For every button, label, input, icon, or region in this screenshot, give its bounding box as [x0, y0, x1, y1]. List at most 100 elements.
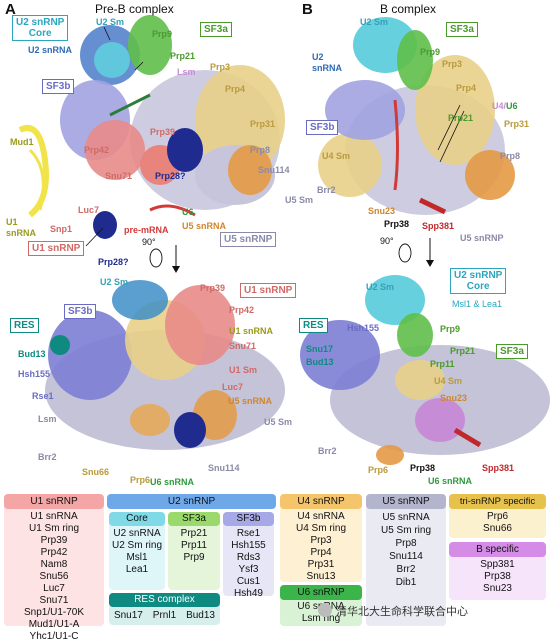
res-label-b: RES: [299, 318, 328, 333]
prp28-label-a-top: Prp28?: [155, 171, 186, 181]
rotation-arrow-a: [149, 245, 180, 273]
legend-u1-title: U1 snRNP: [4, 494, 104, 509]
pre-mrna-label-a: pre-mRNA: [124, 225, 169, 235]
prp21-label-b2: Prp21: [450, 346, 476, 356]
legend-tri-snrnp-list: Prp6 Snu66: [449, 511, 546, 535]
spp381-label-b: Spp381: [422, 221, 455, 231]
u2-sm-label-b: U2 Sm: [360, 17, 389, 27]
prp31-label-a: Prp31: [250, 119, 276, 129]
legend-item: Hsh155: [231, 540, 266, 551]
legend-item: Prp31: [307, 559, 335, 570]
legend-u2-sf3b-list: Rse1 Hsh155 Rds3 Ysf3 Cus1 Hsh49: [223, 528, 274, 600]
u2-snrnp-core-label-a: U2 snRNP Core: [12, 15, 69, 41]
legend-item: Prp21: [180, 528, 208, 539]
legend-item: Mud1/U1-A: [28, 619, 80, 630]
u1-snrna-label-a2: U1 snRNA: [229, 326, 274, 336]
legend-item: Dib1: [395, 577, 417, 588]
pre-b-complex-top-structure: [18, 15, 285, 239]
snu71-label-a2: Snu71: [229, 341, 257, 351]
legend-item: U2 snRNA: [113, 528, 161, 539]
u6-snrna-label-a: U6 snRNA: [150, 477, 195, 487]
legend-item: Snu17: [113, 610, 143, 621]
legend-item: Snu56: [39, 571, 69, 582]
snu114-label-a: Snu114: [258, 165, 290, 175]
lsm-label-a2: Lsm: [38, 414, 57, 424]
legend-u4-title: U4 snRNP: [280, 494, 362, 509]
legend-item: U1 Sm ring: [28, 523, 79, 534]
pointer-lines: [85, 26, 465, 247]
legend-tri-snrnp-title: tri-snRNP specific: [449, 494, 546, 509]
u2-sm-label-b2: U2 Sm: [366, 282, 395, 292]
prp31-label-b: Prp31: [504, 119, 530, 129]
sf3b-label-b: SF3b: [306, 120, 339, 135]
legend-item: Msl1: [126, 552, 148, 563]
u5-snrnp-label-a: U5 snRNP: [220, 232, 277, 247]
legend-item: Snu71: [39, 595, 69, 606]
prp6-label-b: Prp6: [368, 465, 389, 475]
sf3a-label-a: SF3a: [200, 22, 232, 37]
prp9-label-a: Prp9: [152, 29, 173, 39]
bud13-label-b: Bud13: [306, 357, 334, 367]
legend-item: Snu114: [389, 551, 423, 562]
bud13-label-a: Bud13: [18, 349, 46, 359]
panel-a-title: Pre-B complex: [95, 2, 174, 16]
legend-item: Prp6: [486, 511, 509, 522]
legend-item: Bud13: [186, 610, 215, 621]
legend-b-specific-title: B specific: [449, 542, 546, 557]
b-complex-bottom-structure: [300, 275, 550, 465]
legend-item: U5 Sm ring: [380, 525, 431, 536]
legend-item: Prp8: [395, 538, 417, 549]
rotation-label-a: 90°: [142, 237, 156, 247]
structure-artwork: [18, 15, 550, 465]
legend-item: Lea1: [125, 564, 149, 575]
brr2-label-b2: Brr2: [318, 446, 337, 456]
res-label-a: RES: [10, 318, 39, 333]
u2-sm-label-a2: U2 Sm: [100, 277, 129, 287]
legend-item: Snu23: [483, 583, 512, 594]
u5-sm-label-a2: U5 Sm: [264, 417, 293, 427]
panel-a-letter: A: [5, 1, 16, 18]
legend-item: Hsh49: [234, 588, 263, 599]
prp28-label-a-bottom: Prp28?: [98, 257, 129, 267]
panel-b-letter: B: [302, 1, 313, 18]
legend-item: Snu13: [306, 571, 336, 582]
prp8-label-a: Prp8: [250, 145, 271, 155]
u2-snrnp-core-label-b: U2 snRNP Core: [450, 268, 507, 294]
legend-item: Spp381: [480, 559, 515, 570]
u4-sm-label-b2: U4 Sm: [434, 376, 463, 386]
legend-item: Rds3: [236, 552, 261, 563]
legend-u5-list: U5 snRNA U5 Sm ring Prp8 Snu114 Brr2 Dib…: [366, 511, 446, 589]
prp3-label-a: Prp3: [210, 62, 231, 72]
luc7-label-a: Luc7: [78, 205, 100, 215]
legend-u2-title: U2 snRNP: [107, 494, 276, 509]
prp9-label-b2: Prp9: [440, 324, 461, 334]
legend-item: Prnl1: [152, 610, 177, 621]
u2-sm-label-a: U2 Sm: [96, 17, 125, 27]
legend-u2-sf3a-list: Prp21 Prp11 Prp9: [168, 528, 220, 564]
u4-sm-label-b: U4 Sm: [322, 151, 351, 161]
hsh155-label-a: Hsh155: [18, 369, 51, 379]
prp39-label-a: Prp39: [150, 127, 176, 137]
prp8-label-b: Prp8: [500, 151, 521, 161]
watermark-text: 清华北大生命科学联合中心: [336, 606, 468, 618]
prp21-label-a: Prp21: [170, 51, 196, 61]
legend-item: Prp42: [40, 547, 68, 558]
legend-u2-sf3b-box: [223, 512, 274, 596]
mud1-label-a: Mud1: [10, 137, 34, 147]
legend-item: Prp9: [183, 552, 205, 563]
pre-b-complex-bottom-structure: [45, 280, 285, 450]
legend-u2-res-title: RES complex: [109, 593, 220, 607]
legend-u6-title: U6 snRNP: [280, 585, 362, 600]
sf3b-label-a: SF3b: [42, 79, 75, 94]
u4u6-label-b: U4/U6: [492, 101, 518, 111]
legend-u5-box: [366, 494, 446, 626]
snu114-label-a2: Snu114: [208, 463, 240, 473]
u1-snrnp-label-a: U1 snRNP: [28, 241, 85, 256]
legend-item: Prp11: [181, 540, 207, 551]
sf3a-label-b2: SF3a: [496, 344, 528, 359]
prp9-label-b: Prp9: [420, 47, 441, 57]
legend-item: U1 snRNA: [30, 511, 78, 522]
rotation-label-b: 90°: [380, 236, 394, 246]
u5-sm-label-a: U5 Sm: [285, 195, 314, 205]
wechat-icon: [318, 603, 332, 617]
